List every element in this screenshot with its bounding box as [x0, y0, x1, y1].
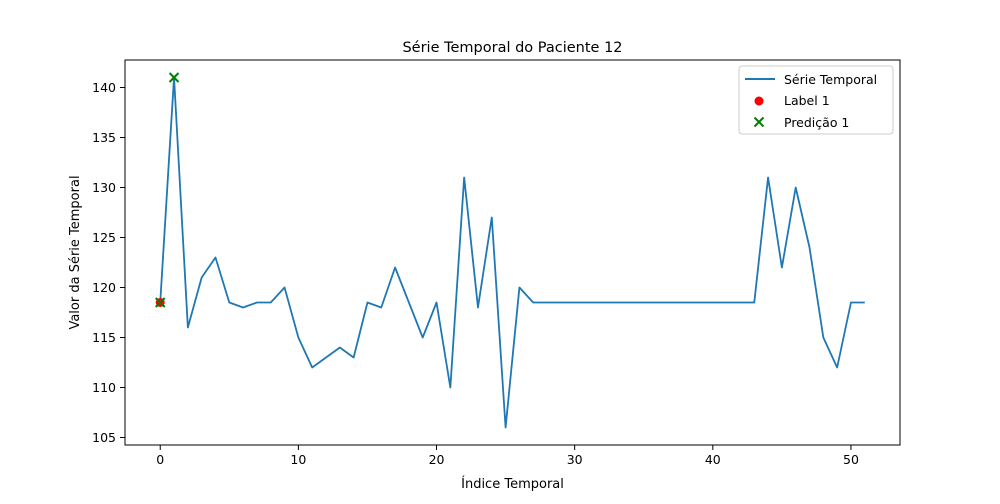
- x-axis-label: Índice Temporal: [461, 476, 564, 492]
- y-tick-label: 105: [92, 430, 116, 445]
- legend-label-prediction: Predição 1: [784, 115, 849, 130]
- x-axis: 0 10 20 30 40 50: [156, 445, 859, 467]
- prediction-marker: [155, 297, 166, 308]
- prediction-marker: [168, 72, 180, 83]
- y-tick-label: 115: [92, 330, 116, 345]
- y-tick-label: 125: [92, 230, 116, 245]
- legend-label-label1: Label 1: [784, 93, 830, 108]
- legend-x-marker: [753, 116, 765, 128]
- legend: Série Temporal Label 1 Predição 1: [738, 65, 894, 135]
- legend-box: [738, 65, 894, 135]
- y-tick-label: 110: [92, 380, 116, 395]
- x-tick-label: 50: [843, 452, 859, 467]
- y-axis: 105 110 115 120 125 130 135 140: [92, 80, 125, 445]
- x-tick-label: 40: [705, 452, 721, 467]
- chart-title: Série Temporal do Paciente 12: [402, 40, 622, 56]
- legend-label-series: Série Temporal: [784, 72, 877, 87]
- legend-dot-marker: [754, 96, 764, 106]
- axes-frame: [124, 59, 901, 446]
- y-axis-label: Valor da Série Temporal: [68, 175, 83, 329]
- x-tick-label: 30: [567, 452, 583, 467]
- plot-area: [155, 72, 865, 429]
- prediction-marker-stroke: [168, 72, 180, 83]
- series-line: [159, 76, 865, 429]
- x-tick-label: 10: [290, 452, 306, 467]
- x-tick-label: 0: [156, 452, 164, 467]
- y-tick-label: 130: [92, 180, 116, 195]
- y-tick-label: 120: [92, 280, 116, 295]
- y-tick-label: 140: [92, 80, 116, 95]
- y-tick-label: 135: [92, 130, 116, 145]
- x-tick-label: 20: [429, 452, 445, 467]
- prediction-marker-stroke: [155, 297, 166, 308]
